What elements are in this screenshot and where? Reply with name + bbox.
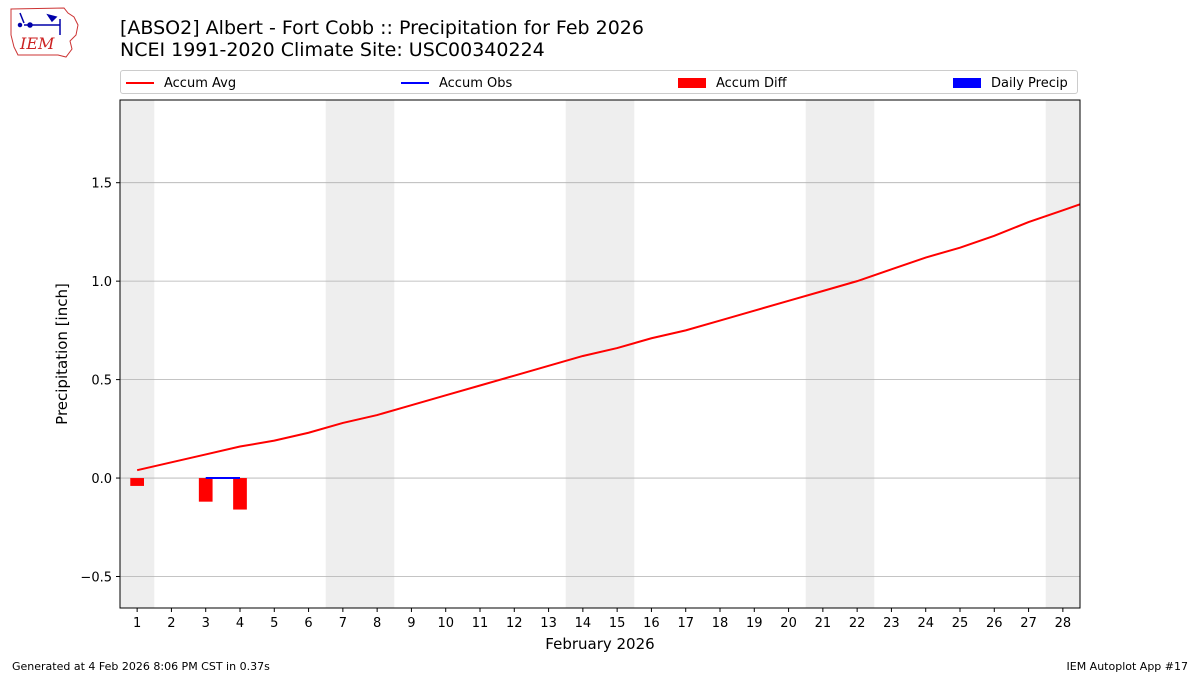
generated-note: Generated at 4 Feb 2026 8:06 PM CST in 0… (12, 660, 270, 673)
x-tick-label-5: 5 (270, 616, 278, 631)
x-tick-label-7: 7 (339, 616, 347, 631)
x-tick-label-24: 24 (917, 616, 934, 631)
x-tick-label-19: 19 (746, 616, 763, 631)
legend-label-daily-precip: Daily Precip (991, 75, 1068, 91)
x-tick-label-22: 22 (849, 616, 866, 631)
x-tick-label-20: 20 (780, 616, 797, 631)
state-outline (10, 7, 79, 58)
x-tick-label-1: 1 (133, 616, 141, 631)
weekend-shading-1 (325, 100, 395, 608)
x-tick-label-28: 28 (1055, 616, 1072, 631)
legend-swatch-accum-obs (401, 82, 429, 84)
legend: Accum Avg Accum Obs Accum Diff Daily Pre… (120, 70, 1078, 94)
x-tick-label-2: 2 (167, 616, 175, 631)
legend-label-accum-diff: Accum Diff (716, 75, 787, 91)
x-tick-label-4: 4 (236, 616, 244, 631)
y-tick-label-2: 0.5 (91, 374, 112, 389)
app-credit: IEM Autoplot App #17 (1066, 660, 1189, 673)
x-axis-label: February 2026 (545, 635, 654, 653)
plot-frame (119, 99, 1081, 609)
legend-item-accum-avg: Accum Avg (126, 74, 236, 92)
x-tick-label-16: 16 (643, 616, 660, 631)
accum-diff-bar-3 (198, 478, 213, 502)
accum-diff-bar-1 (130, 478, 144, 486)
legend-item-accum-diff: Accum Diff (678, 74, 787, 92)
x-tick-label-15: 15 (609, 616, 626, 631)
legend-swatch-daily-precip (953, 78, 981, 88)
x-tick-label-11: 11 (472, 616, 489, 631)
x-tick-label-21: 21 (815, 616, 832, 631)
weekend-shading-2 (565, 100, 635, 608)
x-tick-label-13: 13 (540, 616, 557, 631)
y-tick-label-4: 1.5 (91, 177, 112, 192)
legend-swatch-accum-diff (678, 78, 706, 88)
legend-label-accum-obs: Accum Obs (439, 75, 513, 91)
x-tick-label-9: 9 (407, 616, 415, 631)
chart-subtitle: NCEI 1991-2020 Climate Site: USC00340224 (120, 39, 545, 61)
x-tick-label-3: 3 (202, 616, 210, 631)
chart-title: [ABSO2] Albert - Fort Cobb :: Precipitat… (120, 17, 644, 39)
weekend-shading-4 (1045, 100, 1080, 608)
x-tick-label-14: 14 (575, 616, 592, 631)
weather-instruments-icon (17, 12, 61, 35)
iem-logo: IEM (10, 7, 79, 58)
legend-label-accum-avg: Accum Avg (164, 75, 237, 91)
weekend-shading-3 (805, 100, 875, 608)
y-tick-label-0: −0.5 (80, 570, 112, 585)
x-tick-label-27: 27 (1020, 616, 1037, 631)
weekend-shading-0 (120, 100, 155, 608)
accum-diff-bar-4 (233, 478, 247, 510)
legend-swatch-accum-avg (126, 82, 154, 84)
y-tick-label-3: 1.0 (91, 275, 112, 290)
legend-item-accum-obs: Accum Obs (401, 74, 512, 92)
x-tick-label-25: 25 (952, 616, 969, 631)
x-tick-label-26: 26 (986, 616, 1003, 631)
x-tick-label-23: 23 (883, 616, 900, 631)
x-tick-label-18: 18 (712, 616, 729, 631)
y-axis-label: Precipitation [inch] (53, 283, 71, 425)
x-tick-label-17: 17 (677, 616, 694, 631)
legend-item-daily-precip: Daily Precip (953, 74, 1068, 92)
logo-text: IEM (19, 34, 55, 53)
x-tick-label-12: 12 (506, 616, 523, 631)
x-tick-label-8: 8 (373, 616, 381, 631)
x-tick-label-10: 10 (437, 616, 454, 631)
x-tick-label-6: 6 (304, 616, 312, 631)
accum-avg-line (136, 203, 1081, 472)
y-tick-label-1: 0.0 (91, 472, 112, 487)
